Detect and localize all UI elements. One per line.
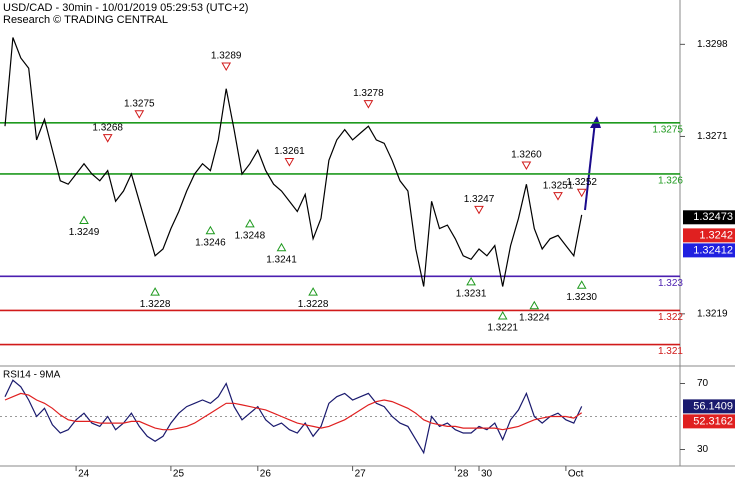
- extreme-label: 1.3246: [195, 237, 226, 248]
- extreme-marker: [205, 225, 216, 235]
- last-value-box: [683, 243, 735, 258]
- extreme-marker: [553, 192, 563, 201]
- level-label: 1.321: [658, 346, 683, 357]
- extreme-label: 1.3230: [566, 292, 597, 303]
- forecast-arrowhead: [590, 116, 601, 128]
- extreme-marker: [79, 215, 89, 224]
- chart-subtitle: Research © TRADING CENTRAL: [3, 14, 168, 26]
- extreme-marker: [308, 287, 318, 296]
- extreme-label: 1.3231: [456, 289, 487, 300]
- x-tick-label: Oct: [568, 469, 584, 480]
- y-tick-label: 1.3219: [697, 308, 728, 319]
- extreme-marker: [529, 300, 540, 310]
- extreme-label: 1.3241: [266, 254, 297, 265]
- extreme-label: 1.3260: [511, 150, 542, 161]
- extreme-label: 1.3228: [140, 299, 171, 310]
- level-label: 1.323: [658, 278, 683, 289]
- extreme-label: 1.3224: [519, 312, 550, 323]
- last-value-box: [683, 414, 735, 429]
- level-label: 1.3275: [652, 124, 683, 135]
- extreme-marker: [521, 161, 532, 170]
- last-value-label: 1.3242: [699, 229, 733, 241]
- extreme-label: 1.3251: [543, 180, 574, 191]
- forecast-arrow: [584, 121, 596, 211]
- last-value-box: [683, 210, 735, 225]
- extreme-marker: [102, 134, 113, 143]
- extreme-marker: [221, 62, 232, 72]
- extreme-label: 1.3228: [298, 299, 329, 310]
- last-value-label: 52.3162: [693, 415, 733, 427]
- extreme-marker: [466, 276, 476, 286]
- extreme-marker: [150, 287, 160, 296]
- extreme-label: 1.3278: [353, 88, 384, 99]
- extreme-label: 1.3252: [566, 177, 597, 188]
- x-tick-label: 25: [173, 469, 185, 480]
- extreme-marker: [576, 188, 587, 198]
- extreme-marker: [134, 110, 145, 119]
- extreme-marker: [497, 311, 508, 320]
- extreme-label: 1.3247: [464, 194, 495, 205]
- extreme-label: 1.3221: [487, 323, 518, 334]
- last-value-label: 1.32412: [693, 244, 733, 256]
- extreme-marker: [245, 218, 255, 228]
- series-line: [4, 379, 583, 455]
- last-value-label: 56.1409: [693, 400, 733, 412]
- last-value-label: 1.32473: [693, 211, 733, 223]
- y-tick-label: 30: [697, 444, 709, 455]
- extreme-label: 1.3289: [211, 51, 242, 62]
- x-tick-label: 28: [457, 469, 469, 480]
- last-value-box: [683, 399, 735, 414]
- y-tick-label: 1.3298: [697, 39, 728, 50]
- x-tick-label: 24: [78, 469, 90, 480]
- x-tick-label: 27: [355, 469, 367, 480]
- extreme-marker: [474, 205, 484, 215]
- x-tick-label: 30: [481, 469, 493, 480]
- extreme-marker: [284, 158, 295, 167]
- extreme-label: 1.3248: [235, 231, 266, 242]
- series-line: [4, 392, 583, 431]
- x-tick-label: 26: [260, 469, 272, 480]
- extreme-label: 1.3275: [124, 98, 155, 109]
- y-tick-label: 70: [697, 378, 709, 389]
- extreme-label: 1.3249: [69, 227, 100, 238]
- chart-title: USD/CAD - 30min - 10/01/2019 05:29:53 (U…: [3, 2, 248, 14]
- extreme-marker: [363, 100, 374, 109]
- level-label: 1.326: [658, 176, 683, 187]
- level-label: 1.322: [658, 312, 683, 323]
- y-tick-label: 1.3271: [697, 131, 728, 142]
- extreme-marker: [276, 242, 287, 252]
- extreme-label: 1.3268: [92, 122, 123, 133]
- extreme-marker: [576, 280, 587, 289]
- rsi-title: RSI14 - 9MA: [3, 370, 61, 381]
- extreme-label: 1.3261: [274, 146, 305, 157]
- last-value-box: [683, 228, 735, 243]
- series-line: [4, 37, 583, 287]
